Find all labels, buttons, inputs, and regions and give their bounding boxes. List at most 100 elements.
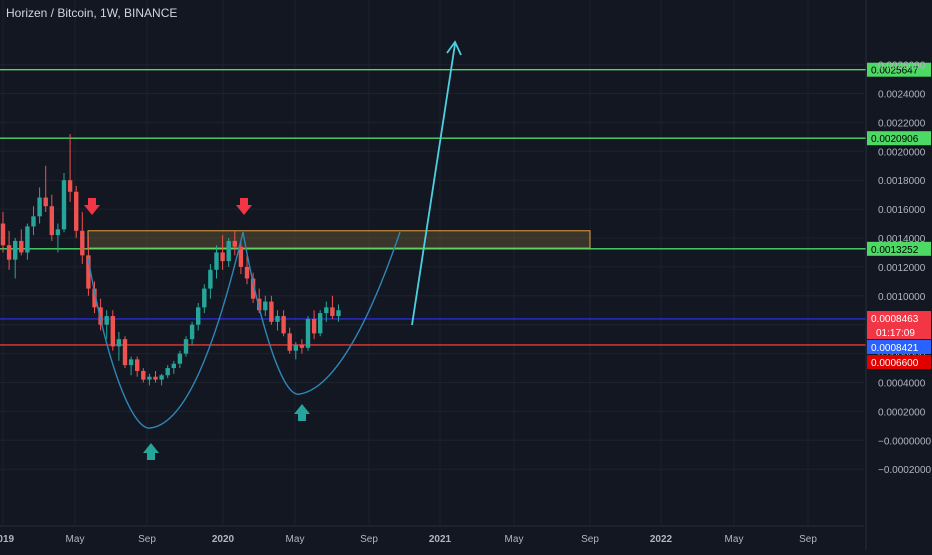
candle-body (49, 206, 54, 236)
cup-and-handle-curve (87, 231, 401, 429)
candle-body (189, 324, 195, 340)
countdown-label: 01:17:09 (876, 328, 915, 339)
candle-body (104, 316, 109, 325)
x-tick-label: Sep (799, 534, 817, 545)
level-label-bg (867, 241, 931, 256)
candle-body (183, 339, 189, 354)
x-tick-label: Sep (581, 534, 599, 545)
y-tick-label: 0.0016000 (878, 205, 926, 216)
price-label-bg (867, 340, 931, 355)
y-tick-label: 0.0022000 (878, 118, 926, 129)
level-label-bg (867, 131, 931, 146)
candle-body (19, 240, 24, 253)
resistance-zone (87, 230, 591, 249)
x-tick-label: Sep (138, 534, 156, 545)
candle-body (67, 180, 73, 192)
candle-body (141, 370, 146, 380)
candle-body (196, 307, 201, 325)
candle-body (263, 301, 268, 311)
candle-body (98, 307, 103, 325)
down-arrow-marker (84, 198, 100, 215)
candle-body (6, 245, 12, 260)
y-tick-label: 0.0002000 (878, 407, 926, 418)
chart-title: Horizen / Bitcoin, 1W, BINANCE (6, 6, 178, 20)
x-tick-label: May (66, 534, 85, 545)
candle-body (269, 301, 274, 322)
candle-body (116, 339, 122, 347)
candle-body (122, 339, 128, 366)
candle-body (330, 307, 335, 317)
candle-body (232, 240, 237, 247)
candle-body (275, 316, 280, 322)
candle-body (208, 269, 213, 289)
level-label: 0.0013252 (871, 245, 919, 256)
candle-body (305, 318, 311, 348)
candle-body (171, 363, 176, 369)
candle-body (336, 310, 341, 317)
time-axis[interactable]: 2019 May Sep 2020 May Sep 2021 May Sep 2022 May Sep (0, 525, 864, 545)
candle-body (214, 252, 219, 270)
drawings-layer (84, 40, 462, 460)
candle-body (61, 180, 67, 230)
candle-body (165, 368, 170, 376)
candle-body (299, 344, 305, 348)
price-label: 0.0008463 (871, 314, 919, 325)
candles-layer (0, 133, 341, 386)
candle-body (250, 278, 256, 299)
y-tick-label: 0.0020000 (878, 147, 926, 158)
candle-body (43, 197, 48, 207)
level-label: 0.0025647 (871, 66, 919, 77)
candle-body (31, 216, 36, 227)
candle-body (135, 359, 140, 371)
level-label-bg (867, 62, 931, 77)
y-tick-label: 0.0026000 (878, 61, 926, 72)
x-tick-label: May (286, 534, 305, 545)
x-tick-label: 2022 (650, 534, 673, 545)
candle-body (281, 316, 286, 334)
x-tick-label: 2021 (429, 534, 452, 545)
price-label-bg (867, 311, 931, 340)
horizontal-lines-layer: 0.0025647 0.0020906 0.0013252 (0, 62, 931, 346)
candle-body (153, 376, 158, 380)
up-arrow-marker (143, 443, 159, 460)
down-arrow-marker (236, 198, 252, 215)
candle-body (37, 197, 42, 217)
y-tick-label: −0.0002000 (878, 465, 932, 476)
up-arrow-marker (294, 404, 310, 421)
price-labels-layer: 0.0008463 01:17:09 0.0008421 0.0006600 (867, 311, 931, 370)
candle-body (257, 298, 262, 311)
candle-body (177, 353, 183, 364)
grid-layer (0, 0, 864, 525)
candle-body (202, 288, 207, 308)
candle-body (0, 223, 6, 246)
candle-body (159, 375, 164, 380)
y-tick-label: −0.0000000 (878, 436, 932, 447)
candle-body (80, 230, 85, 256)
y-tick-label: 0.0010000 (878, 292, 926, 303)
candle-body (311, 318, 317, 334)
candle-body (293, 344, 298, 351)
x-tick-label: Sep (360, 534, 378, 545)
y-tick-label: 0.0024000 (878, 90, 926, 101)
y-tick-label: 0.0018000 (878, 176, 926, 187)
candle-body (92, 288, 97, 308)
candle-body (25, 226, 30, 253)
level-label: 0.0020906 (871, 134, 919, 145)
y-tick-label: 0.0004000 (878, 379, 926, 390)
resistance-zone-layer (87, 230, 591, 249)
candle-body (244, 266, 250, 279)
price-label: 0.0006600 (871, 358, 919, 369)
candle-body (128, 359, 134, 366)
candle-body (147, 376, 152, 380)
candle-body (324, 307, 329, 314)
price-label: 0.0008421 (871, 343, 919, 354)
candle-body (55, 229, 61, 236)
y-tick-label: 0.0014000 (878, 234, 926, 245)
y-tick-label: 0.0012000 (878, 263, 926, 274)
candle-body (318, 313, 323, 334)
candle-body (110, 316, 115, 347)
x-tick-label: 2019 (0, 534, 15, 545)
price-axis[interactable]: 0.0026000 0.0024000 0.0022000 0.0020000 0.00… (865, 0, 932, 550)
price-label-bg (867, 355, 931, 370)
